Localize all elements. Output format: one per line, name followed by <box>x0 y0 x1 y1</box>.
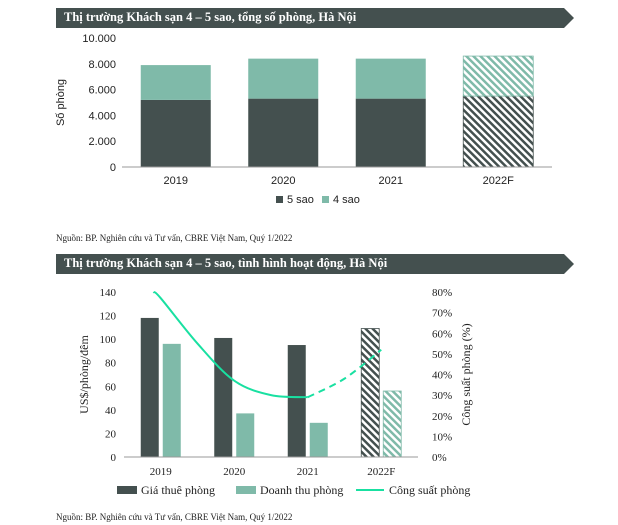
y2-tick-label: 0% <box>432 452 447 464</box>
bar-doanh-thu-phong <box>382 390 402 458</box>
x-tick-label: 2021 <box>379 175 403 187</box>
bar-doanh-thu-phong <box>236 413 255 457</box>
bar-5-sao <box>462 95 534 168</box>
banner-arrow-icon <box>564 254 574 274</box>
x-tick-label: 2020 <box>223 466 246 478</box>
x-tick-label: 2019 <box>164 175 188 187</box>
legend-swatch <box>117 486 137 494</box>
top-chart-source: Nguồn: BP. Nghiên cứu và Tư vấn, CBRE Vi… <box>56 233 293 243</box>
legend-label: 4 sao <box>333 194 360 206</box>
y-tick-label: 40 <box>105 405 117 417</box>
x-tick-label: 2021 <box>297 466 319 478</box>
bar-5-sao <box>248 98 319 167</box>
x-tick-label: 2022F <box>483 175 514 187</box>
legend-label: Doanh thu phòng <box>260 483 343 497</box>
bar-gia-thue-phong <box>140 317 159 457</box>
bottom-chart-source: Nguồn: BP. Nghiên cứu và Tư vấn, CBRE Vi… <box>56 512 293 522</box>
bar-doanh-thu-phong <box>162 343 181 457</box>
line-cong-suat-phong-forecast <box>307 348 382 399</box>
y-tick-label: 0 <box>111 452 117 464</box>
y2-tick-label: 50% <box>432 349 452 361</box>
y-tick-label: 4.000 <box>88 110 116 122</box>
legend-label: Giá thuê phòng <box>141 483 215 497</box>
top-chart-title: Thị trường Khách sạn 4 – 5 sao, tổng số … <box>64 10 357 24</box>
y-tick-label: 60 <box>105 381 117 393</box>
x-tick-label: 2020 <box>271 175 295 187</box>
x-tick-label: 2019 <box>150 466 173 478</box>
top-chart-title-banner: Thị trường Khách sạn 4 – 5 sao, tổng số … <box>56 8 574 28</box>
banner-arrow-icon <box>564 8 574 28</box>
y2-tick-label: 60% <box>432 328 452 340</box>
y-tick-label: 120 <box>100 311 117 323</box>
performance-combo-chart: 0 20 40 60 80 100 120 140 0% 10% 20% 30% 40% 50% 60% 70… <box>77 287 473 497</box>
y-tick-label: 20 <box>105 428 117 440</box>
y-tick-label: 6.000 <box>88 85 116 97</box>
bar-doanh-thu-phong <box>309 422 328 457</box>
y-tick-label: 80 <box>105 358 117 370</box>
y-tick-label: 0 <box>110 162 116 174</box>
y-tick-label: 10.000 <box>82 33 116 45</box>
y-tick-label: 140 <box>100 287 117 299</box>
bar-4-sao <box>462 55 534 97</box>
y2-tick-label: 40% <box>432 370 452 382</box>
bar-gia-thue-phong <box>214 337 233 457</box>
y-axis-label: Số phòng <box>55 79 67 126</box>
bar-5-sao <box>355 98 426 167</box>
y2-tick-label: 80% <box>432 287 452 299</box>
bar-4-sao <box>248 58 319 99</box>
y-tick-label: 8.000 <box>88 59 116 71</box>
legend-swatch <box>276 196 283 203</box>
y2-tick-label: 20% <box>432 411 452 423</box>
y2-axis-label: Công suất phòng (%) <box>459 323 473 425</box>
x-tick-label: 2022F <box>367 466 395 478</box>
bottom-chart-title-banner: Thị trường Khách sạn 4 – 5 sao, tình hìn… <box>56 254 574 274</box>
legend-label: Công suất phòng <box>389 483 470 497</box>
bottom-chart-title: Thị trường Khách sạn 4 – 5 sao, tình hìn… <box>64 256 388 270</box>
bar-4-sao <box>355 58 426 99</box>
bar-gia-thue-phong <box>360 328 380 458</box>
rooms-stacked-bar-chart: 0 2.000 4.000 6.000 8.000 10.000 Số phòng 2019 2… <box>55 33 552 206</box>
bar-4-sao <box>140 65 211 100</box>
y-axis-label: US$/phòng/đêm <box>77 335 91 414</box>
y-tick-label: 2.000 <box>88 136 116 148</box>
line-cong-suat-phong <box>152 291 308 399</box>
y-tick-label: 100 <box>100 334 117 346</box>
bar-5-sao <box>140 99 211 167</box>
y2-tick-label: 30% <box>432 390 452 402</box>
y2-tick-label: 70% <box>432 308 452 320</box>
y2-tick-label: 10% <box>432 431 452 443</box>
legend-swatch <box>236 486 256 494</box>
legend-label: 5 sao <box>287 194 314 206</box>
legend-swatch <box>322 196 329 203</box>
bar-gia-thue-phong <box>287 345 306 457</box>
